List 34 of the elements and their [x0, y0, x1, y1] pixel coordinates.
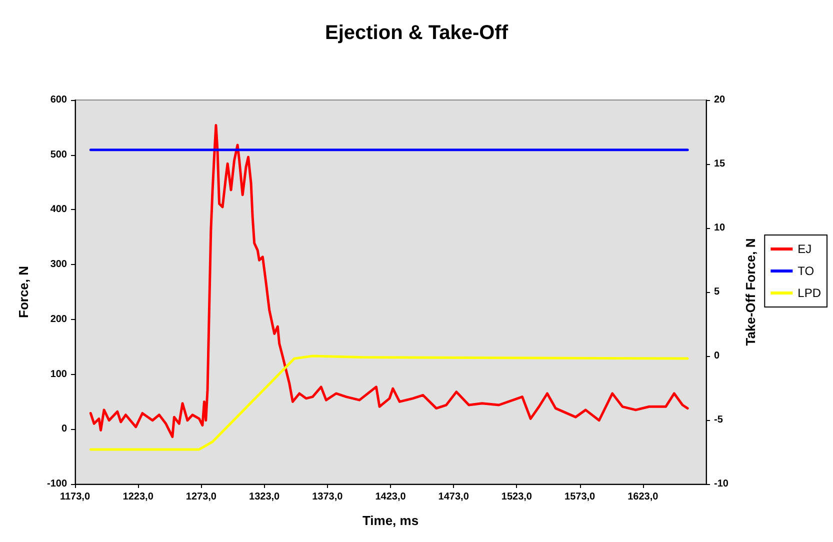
y-axis-title: Force, N	[16, 266, 31, 318]
y2-tick-label: -5	[714, 414, 724, 426]
line-series	[89, 124, 689, 438]
x-tick-label: 1573,0	[564, 492, 596, 502]
y-tick-label: 600	[50, 94, 68, 106]
x-tick-label: 1323,0	[249, 492, 280, 502]
y2-tick-label: 20	[714, 94, 726, 106]
x-tick-label: 1273,0	[186, 492, 217, 502]
x-tick-label: 1523,0	[501, 492, 532, 502]
x-tick-label: 1423,0	[375, 492, 406, 502]
y2-tick-label: 10	[714, 222, 726, 234]
y-tick-label: -100	[46, 478, 68, 490]
y2-tick-label: 15	[714, 158, 726, 170]
y2-tick-label: 0	[714, 350, 720, 362]
legend-label: LPD	[798, 286, 822, 300]
line-series	[89, 354, 689, 451]
y-tick-label: 500	[50, 149, 68, 160]
legend-label: TO	[798, 264, 814, 278]
y-tick-label: 0	[61, 424, 68, 435]
x-axis-title: Time, ms	[362, 513, 419, 528]
y-tick-label: 400	[50, 204, 68, 216]
chart-title: Ejection & Take-Off	[325, 22, 508, 44]
legend-label: EJ	[798, 242, 812, 256]
y2-axis-title: Take-Off Force, N	[743, 238, 758, 346]
y2-tick-label: 5	[714, 286, 720, 298]
x-tick-label: 1373,0	[312, 492, 344, 502]
x-tick-label: 1173,0	[60, 492, 90, 502]
y-tick-label: 100	[50, 368, 68, 380]
y-tick-label: 300	[50, 259, 68, 270]
x-tick-label: 1623,0	[628, 492, 659, 502]
y2-tick-label: -10	[714, 478, 729, 490]
x-tick-label: 1223,0	[122, 492, 154, 502]
y-tick-label: 200	[50, 314, 68, 325]
x-tick-label: 1473,0	[438, 492, 470, 502]
